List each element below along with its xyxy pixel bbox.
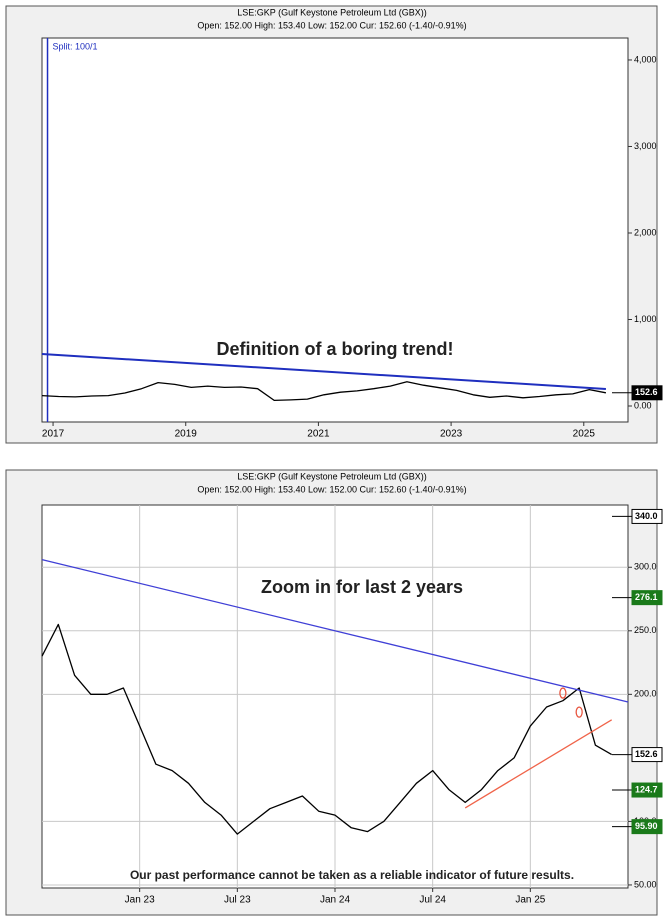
price-label-box [631, 747, 663, 763]
x-tick-label: 2017 [42, 429, 65, 440]
price-label: 152.6 [635, 749, 658, 759]
plot-area [41, 37, 629, 423]
y-tick-label: 4,000 [634, 54, 657, 64]
price-line [41, 381, 607, 402]
price-label-box [631, 590, 663, 606]
price-label-box [631, 508, 663, 524]
x-tick-label: Jul 23 [224, 895, 251, 906]
chart-subtitle: Open: 152.00 High: 153.40 Low: 152.00 Cu… [197, 484, 466, 494]
x-tick-label: Jan 25 [515, 895, 545, 906]
y-tick-label: 2,000 [634, 227, 657, 237]
signal-marker [575, 706, 583, 718]
y-tick-label: 300.0 [634, 562, 657, 572]
trend-line [41, 353, 606, 390]
y-tick-label: 1,000 [634, 314, 657, 324]
x-tick-label: 2021 [307, 429, 330, 440]
annotation: Zoom in for last 2 years [261, 577, 463, 597]
signal-marker [559, 687, 567, 699]
y-tick-label: 3,000 [634, 141, 657, 151]
y-tick-label: 0.00 [634, 400, 652, 410]
annotation: Definition of a boring trend! [217, 339, 454, 359]
chart-subtitle: Open: 152.00 High: 153.40 Low: 152.00 Cu… [197, 20, 466, 30]
y-tick-label: 250.0 [634, 625, 657, 635]
x-tick-label: 2025 [573, 429, 596, 440]
trend-line [464, 719, 613, 809]
x-tick-label: 2023 [440, 429, 463, 440]
price-label: 152.6 [635, 387, 658, 397]
price-label: 124.7 [635, 784, 658, 794]
price-label-box [631, 782, 663, 798]
price-label-box [631, 819, 663, 835]
trend-line [41, 558, 629, 703]
annotation: Our past performance cannot be taken as … [130, 868, 574, 882]
x-tick-label: Jan 24 [320, 895, 350, 906]
split-label: Split: 100/1 [53, 41, 98, 51]
price-label: 276.1 [635, 592, 658, 602]
chart-title: LSE:GKP (Gulf Keystone Petroleum Ltd (GB… [237, 7, 426, 17]
x-tick-label: Jul 24 [419, 895, 446, 906]
x-tick-label: Jan 23 [125, 895, 155, 906]
chart-title: LSE:GKP (Gulf Keystone Petroleum Ltd (GB… [237, 471, 426, 481]
y-tick-label: 200.0 [634, 689, 657, 699]
price-label: 95.90 [635, 821, 658, 831]
price-line [41, 623, 613, 835]
y-tick-label: 50.00 [634, 879, 657, 889]
x-tick-label: 2019 [175, 429, 198, 440]
price-label: 340.0 [635, 511, 658, 521]
price-label-box [631, 385, 663, 401]
